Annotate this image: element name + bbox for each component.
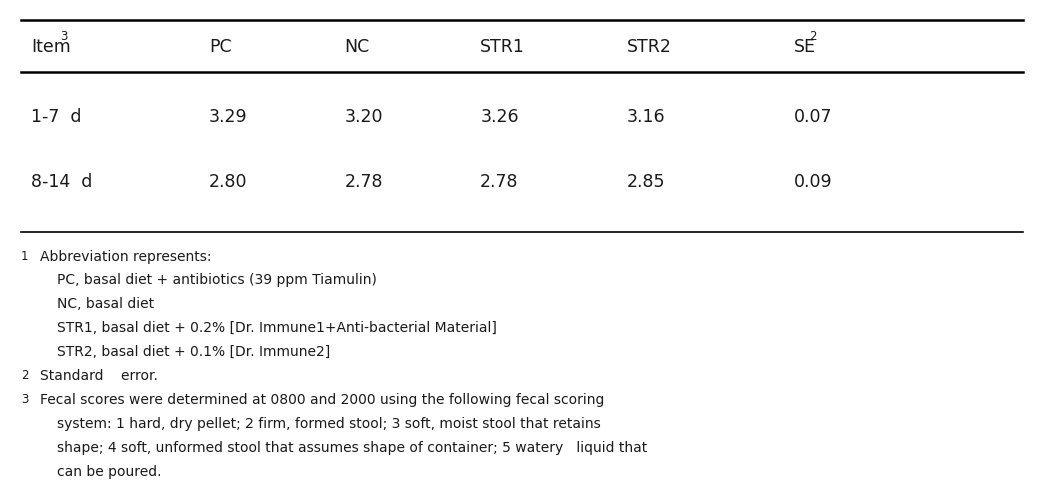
Text: 3.29: 3.29 xyxy=(209,108,247,126)
Text: 8-14  d: 8-14 d xyxy=(31,173,93,191)
Text: 3.16: 3.16 xyxy=(626,108,665,126)
Text: STR1, basal diet + 0.2% [Dr. Immune1+Anti-bacterial Material]: STR1, basal diet + 0.2% [Dr. Immune1+Ant… xyxy=(57,321,497,335)
Text: STR2: STR2 xyxy=(626,38,671,56)
Text: Fecal scores were determined at 0800 and 2000 using the following fecal scoring: Fecal scores were determined at 0800 and… xyxy=(40,393,604,407)
Text: 2.80: 2.80 xyxy=(209,173,247,191)
Text: STR2, basal diet + 0.1% [Dr. Immune2]: STR2, basal diet + 0.1% [Dr. Immune2] xyxy=(57,345,331,359)
Text: Abbreviation represents:: Abbreviation represents: xyxy=(40,250,211,263)
Text: 2.78: 2.78 xyxy=(345,173,383,191)
Text: Item: Item xyxy=(31,38,71,56)
Text: PC: PC xyxy=(209,38,232,56)
Text: Standard    error.: Standard error. xyxy=(40,369,158,383)
Text: 3.20: 3.20 xyxy=(345,108,383,126)
Text: 3: 3 xyxy=(61,30,68,43)
Text: 3: 3 xyxy=(21,393,28,406)
Text: PC, basal diet + antibiotics (39 ppm Tiamulin): PC, basal diet + antibiotics (39 ppm Tia… xyxy=(57,273,377,287)
Text: system: 1 hard, dry pellet; 2 firm, formed stool; 3 soft, moist stool that retai: system: 1 hard, dry pellet; 2 firm, form… xyxy=(57,417,601,431)
Text: can be poured.: can be poured. xyxy=(57,465,162,479)
Text: 1: 1 xyxy=(21,250,28,262)
Text: 1-7  d: 1-7 d xyxy=(31,108,81,126)
Text: SE: SE xyxy=(793,38,815,56)
Text: 2.78: 2.78 xyxy=(480,173,519,191)
Text: 2: 2 xyxy=(21,369,28,382)
Text: NC, basal diet: NC, basal diet xyxy=(57,297,155,311)
Text: 0.07: 0.07 xyxy=(793,108,832,126)
Text: 2.85: 2.85 xyxy=(626,173,665,191)
Text: shape; 4 soft, unformed stool that assumes shape of container; 5 watery   liquid: shape; 4 soft, unformed stool that assum… xyxy=(57,441,647,455)
Text: STR1: STR1 xyxy=(480,38,525,56)
Text: 0.09: 0.09 xyxy=(793,173,832,191)
Text: 3.26: 3.26 xyxy=(480,108,519,126)
Text: 2: 2 xyxy=(809,30,816,43)
Text: NC: NC xyxy=(345,38,370,56)
